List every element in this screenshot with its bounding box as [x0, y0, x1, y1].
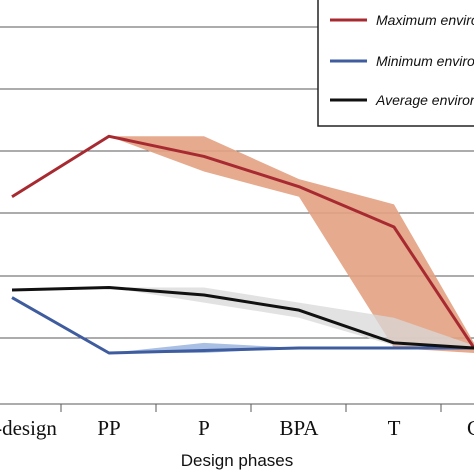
series-line	[11, 134, 474, 349]
x-tick-label: Pre-design	[0, 416, 57, 440]
legend: Maximum environmental impact Minimum envi…	[317, 0, 474, 127]
series-range-band	[109, 287, 474, 348]
legend-label: Maximum environmental impact	[376, 12, 474, 28]
x-tick-label: C	[467, 416, 474, 440]
legend-label: Average environmental impact	[375, 92, 474, 108]
series-line	[11, 296, 474, 355]
series-range-band	[109, 136, 474, 353]
x-tick-label: T	[388, 416, 401, 440]
legend-label: Minimum environmental impact	[376, 53, 474, 69]
x-axis: Pre-designPPPBPATC	[0, 403, 474, 440]
x-axis-title: Design phases	[181, 451, 293, 470]
x-tick-label: BPA	[280, 416, 320, 440]
range-bands	[109, 136, 474, 353]
series-lines	[11, 134, 474, 355]
x-tick-label: P	[198, 416, 210, 440]
series-line	[11, 285, 474, 350]
x-tick-label: PP	[97, 416, 120, 440]
